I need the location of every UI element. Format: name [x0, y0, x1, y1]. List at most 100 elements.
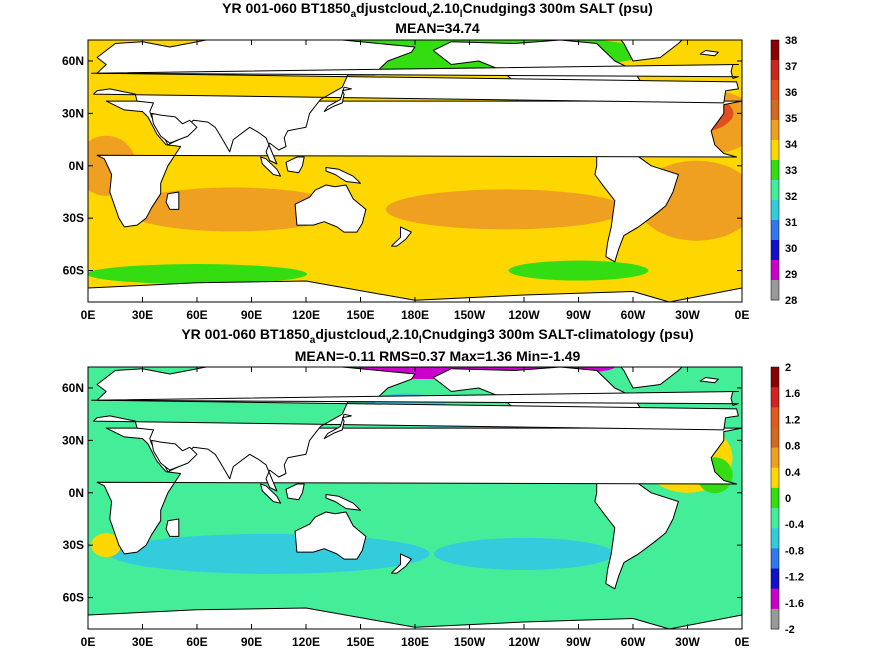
colorbar-label: 2 [785, 362, 791, 374]
colorbar-swatch [771, 528, 779, 549]
southern-cool-band-2 [434, 537, 614, 570]
salinity-field [88, 367, 742, 629]
uk-land [91, 391, 739, 406]
colorbar-swatch [771, 447, 779, 469]
colorbar-label: 36 [785, 87, 797, 99]
australia-land [294, 184, 367, 233]
x-tick-label: 60E [186, 635, 207, 649]
south-america-land [594, 146, 679, 263]
x-tick-label: 180E [401, 308, 429, 322]
x-tick-label: 90E [241, 308, 262, 322]
antarctica-land [88, 607, 742, 629]
x-tick-label: 150E [346, 635, 374, 649]
x-tick-label: 0E [81, 635, 96, 649]
colorbar-label: 32 [785, 191, 797, 203]
colorbar-label: 1.6 [785, 388, 800, 400]
japan-land [323, 413, 352, 440]
colorbar-swatch [771, 280, 779, 301]
colorbar-swatch [771, 467, 779, 489]
colorbar-swatch [771, 120, 779, 141]
borneo-land [285, 156, 305, 174]
x-tick-label: 120E [292, 308, 320, 322]
antarctica-land [88, 280, 742, 302]
greenland-land [620, 367, 683, 389]
colorbar-swatch [771, 487, 779, 509]
colorbar-swatch [771, 260, 779, 281]
southern-ocean-fresh-1 [88, 264, 307, 285]
colorbar-swatch [771, 160, 779, 181]
colorbar-swatch [771, 367, 779, 388]
sumatra-land [260, 156, 282, 177]
colorbar-frame [770, 39, 780, 301]
south-pacific-high [385, 189, 626, 230]
colorbar-swatch [771, 40, 779, 61]
colorbar-swatch [771, 140, 779, 161]
australia-land [294, 511, 367, 560]
x-tick-label: 0E [81, 308, 96, 322]
colorbar-frame [770, 366, 780, 630]
x-tick-label: 60E [186, 308, 207, 322]
x-tick-label: 0E [735, 308, 750, 322]
greenland-land [620, 40, 683, 62]
salinity-field [88, 40, 742, 302]
y-tick-label: 30N [62, 433, 84, 447]
x-tick-label: 120W [508, 635, 540, 649]
x-tick-label: 30E [132, 308, 153, 322]
colorbar-swatch [771, 608, 779, 630]
y-tick-label: 60N [62, 381, 84, 395]
sumatra-land [260, 483, 282, 504]
benguela-positive [91, 533, 122, 558]
colorbar-label: 0.4 [785, 467, 801, 479]
new-zealand-land [390, 226, 412, 247]
colorbar-swatch [771, 508, 779, 529]
colorbar-label: 1.2 [785, 414, 800, 426]
x-tick-label: 120E [292, 635, 320, 649]
new-guinea-land [325, 167, 361, 184]
x-tick-label: 150W [454, 635, 486, 649]
madagascar-land [165, 191, 180, 210]
madagascar-land [165, 518, 180, 537]
x-tick-label: 0E [735, 635, 750, 649]
iceland-land [699, 50, 719, 57]
x-tick-label: 150E [346, 308, 374, 322]
x-tick-label: 30E [132, 635, 153, 649]
colorbar-label: 35 [785, 113, 797, 125]
colorbar-swatch [771, 100, 779, 121]
x-tick-label: 60W [621, 308, 646, 322]
y-tick-label: 60N [62, 54, 84, 68]
bottom-map-title: YR 001-060 BT1850adjustcloudv2.10lCnudgi… [181, 326, 694, 346]
y-tick-label: 60S [63, 264, 84, 278]
y-tick-label: 30S [63, 538, 84, 552]
x-tick-label: 90W [566, 308, 591, 322]
x-tick-label: 60W [621, 635, 646, 649]
colorbar-swatch [771, 60, 779, 81]
borneo-land [285, 483, 305, 501]
colorbar-label: 0 [785, 493, 791, 505]
x-tick-label: 150W [454, 308, 486, 322]
top-map-title: YR 001-060 BT1850adjustcloudv2.10lCnudgi… [222, 0, 653, 20]
colorbar-label: -0.4 [785, 519, 805, 531]
y-tick-label: 0N [69, 486, 84, 500]
colorbar-label: 34 [785, 139, 798, 151]
southern-cool-band-1 [109, 533, 430, 574]
bottom-map-subtitle: MEAN=-0.11 RMS=0.37 Max=1.36 Min=-1.49 [294, 348, 581, 364]
y-tick-label: 30S [63, 211, 84, 225]
colorbar-label: 31 [785, 217, 797, 229]
top-map-subtitle: MEAN=34.74 [395, 20, 480, 36]
colorbar-swatch [771, 588, 779, 610]
colorbar-label: 30 [785, 243, 797, 255]
colorbar-label: -0.8 [785, 545, 804, 557]
colorbar-label: -2 [785, 624, 795, 636]
colorbar-swatch [771, 548, 779, 570]
colorbar-label: 29 [785, 269, 797, 281]
map-panel-1: 0E 30E 60E 90E 120E 150E 180E 150W 120W 90W 60W 30W… [62, 362, 805, 649]
x-tick-label: 90W [566, 635, 591, 649]
colorbar-swatch [771, 180, 779, 201]
colorbar-swatch [771, 407, 779, 428]
southern-ocean-fresh-2 [508, 260, 649, 281]
colorbar-swatch [771, 240, 779, 261]
colorbar-swatch [771, 427, 779, 449]
south-america-land [594, 473, 679, 590]
x-tick-label: 120W [508, 308, 540, 322]
uk-land [91, 64, 739, 79]
